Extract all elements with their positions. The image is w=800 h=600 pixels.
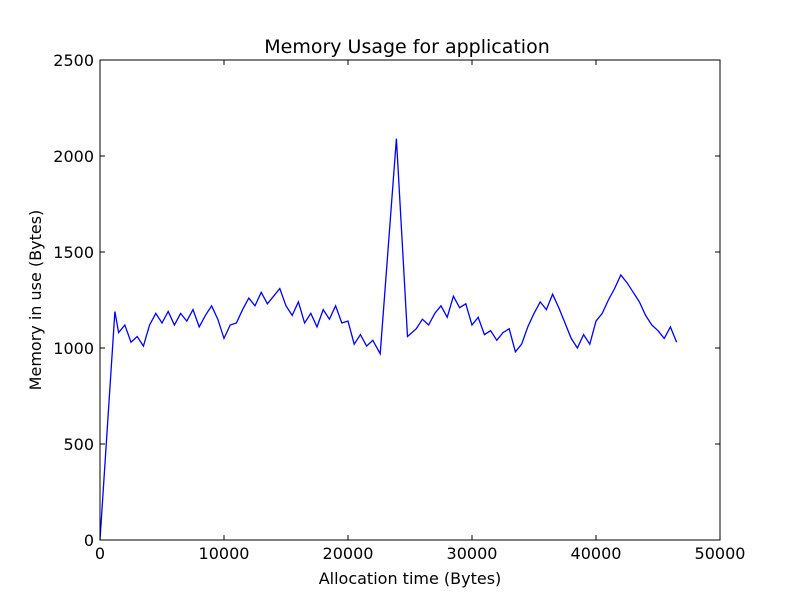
x-tick-label: 20000: [323, 544, 374, 563]
axis-ticks: 0 10000 20000 30000 40000 50000 0 500 1000 1500 20…: [53, 51, 745, 563]
chart-title: Memory Usage for application: [264, 36, 550, 58]
y-tick-label: 1500: [53, 243, 94, 262]
x-tick-label: 30000: [447, 544, 498, 563]
x-tick-label: 50000: [695, 544, 746, 563]
y-axis-label: Memory in use (Bytes): [26, 210, 45, 391]
memory-usage-line: [99, 138, 678, 541]
x-axis-label: Allocation time (Bytes): [319, 569, 502, 588]
y-tick-label: 1000: [53, 339, 94, 358]
y-tick-label: 500: [63, 435, 94, 454]
x-tick-label: 10000: [199, 544, 250, 563]
x-tick-label: 0: [95, 544, 105, 563]
x-tick-label: 40000: [571, 544, 622, 563]
y-tick-label: 2000: [53, 147, 94, 166]
plot-frame: [99, 59, 721, 541]
y-tick-label: 0: [84, 531, 94, 550]
y-tick-label: 2500: [53, 51, 94, 70]
